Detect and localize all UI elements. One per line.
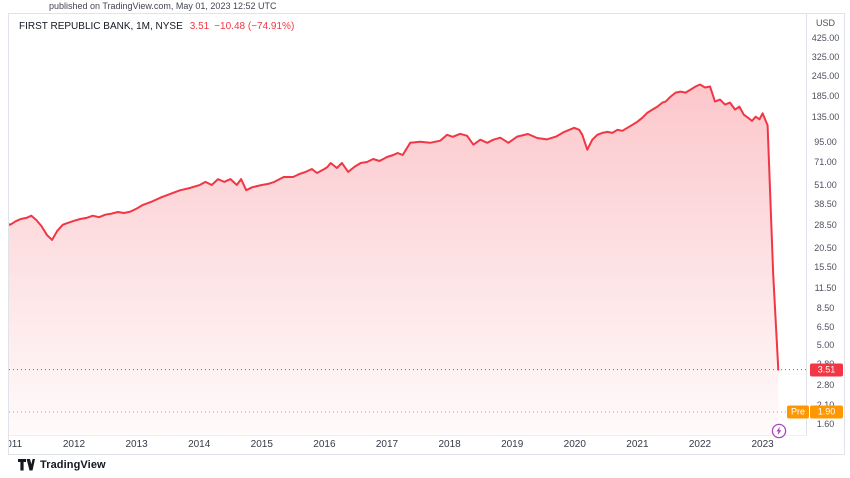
chart-frame: FIRST REPUBLIC BANK, 1M, NYSE 3.51 −10.48 …	[8, 13, 845, 455]
currency-label: USD	[815, 18, 835, 28]
year-label: 2020	[563, 439, 586, 450]
premarket-prefix: Pre	[786, 405, 809, 419]
price-axis-label: 5.00	[816, 340, 835, 351]
year-label: 2014	[188, 439, 211, 450]
year-label: 2011	[9, 439, 23, 450]
year-label: 2022	[688, 439, 712, 450]
price-axis-label: 8.50	[816, 303, 835, 314]
symbol-name: FIRST REPUBLIC BANK, 1M, NYSE	[19, 21, 183, 32]
price-axis-label: 38.50	[814, 199, 837, 209]
year-label: 2017	[375, 439, 399, 450]
price-axis-label: 28.50	[814, 219, 837, 230]
footer: TradingView	[18, 459, 106, 471]
premarket-value: 1.90	[810, 405, 843, 419]
year-label: 2012	[62, 439, 86, 450]
price-axis-label: 6.50	[816, 322, 835, 332]
year-label: 2013	[125, 439, 148, 450]
lightning-bolt-icon[interactable]	[771, 423, 787, 439]
publish-caption: published on TradingView.com, May 01, 20…	[49, 1, 277, 11]
last-price-text: 3.51	[189, 21, 210, 32]
price-axis-label: 95.00	[814, 136, 837, 147]
price-series-line	[9, 83, 780, 371]
price-axis-label: 20.50	[814, 242, 837, 253]
premarket-price-badge: Pre 1.90	[786, 405, 843, 419]
symbol-title: FIRST REPUBLIC BANK, 1M, NYSE 3.51 −10.48 …	[19, 21, 294, 32]
year-label: 2021	[626, 439, 649, 450]
area-chart-svg[interactable]	[9, 14, 807, 436]
price-axis-label: 325.00	[811, 51, 840, 62]
year-label: 2015	[250, 439, 273, 450]
price-axis-label: 2.10	[807, 400, 844, 410]
area-fill	[9, 84, 779, 436]
year-label: 2019	[501, 439, 524, 450]
year-label: 2018	[438, 439, 461, 450]
price-axis-label: 1.60	[816, 418, 835, 429]
price-axis-label: 135.00	[811, 112, 840, 123]
price-axis[interactable]: USD 3.51 Pre 1.90 425.00 325.00 245.00 185.…	[786, 14, 844, 454]
price-axis-label: 245.00	[811, 71, 840, 81]
price-axis-label: 185.00	[811, 90, 840, 101]
price-change-text: −10.48 (−74.91%)	[214, 21, 295, 32]
tradingview-logo-icon[interactable]	[18, 459, 35, 471]
year-label: 2016	[313, 439, 336, 450]
tradingview-logo-text[interactable]: TradingView	[40, 459, 106, 471]
price-axis-label: 15.50	[814, 261, 837, 272]
price-axis-label: 2.80	[816, 380, 835, 391]
price-axis-label: 51.00	[814, 179, 837, 190]
price-chart-pane[interactable]	[9, 14, 807, 436]
year-label: 2023	[751, 439, 774, 450]
price-axis-label: 71.00	[814, 156, 837, 167]
last-price-badge: 3.51	[810, 363, 843, 377]
price-axis-label: 11.50	[814, 282, 837, 293]
time-axis[interactable]: 2011 2012 2013 2014 2015 2016 2017 2018 2019 2020…	[9, 435, 807, 454]
price-axis-label: 425.00	[811, 33, 840, 43]
